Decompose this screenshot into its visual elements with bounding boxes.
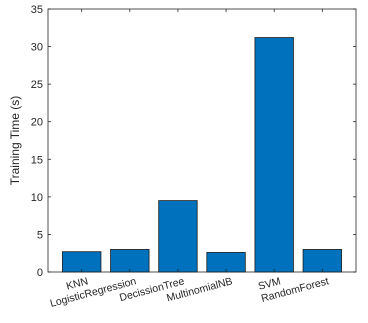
bar-randomforest	[302, 249, 342, 273]
y-tick-label: 25	[31, 79, 43, 91]
y-tick-label: 20	[31, 117, 43, 129]
bar-logisticregression	[110, 249, 150, 273]
y-axis-label: Training Time (s)	[8, 96, 22, 186]
y-tick-label: 0	[37, 267, 43, 279]
x-tick-label: SVM	[257, 275, 282, 292]
y-tick-label: 5	[37, 229, 43, 241]
bar-decissiontree	[158, 200, 198, 273]
x-tick-label: KNN	[65, 275, 90, 292]
bar-svm	[254, 37, 294, 273]
y-tick-label: 10	[31, 192, 43, 204]
y-axis: 0 5 10 15 20 25 30 35	[31, 4, 356, 279]
y-tick-label: 15	[31, 154, 43, 166]
y-tick-label: 30	[31, 42, 43, 54]
y-tick-label: 35	[31, 4, 43, 16]
plot-area	[47, 8, 357, 273]
bar-knn	[62, 251, 102, 273]
